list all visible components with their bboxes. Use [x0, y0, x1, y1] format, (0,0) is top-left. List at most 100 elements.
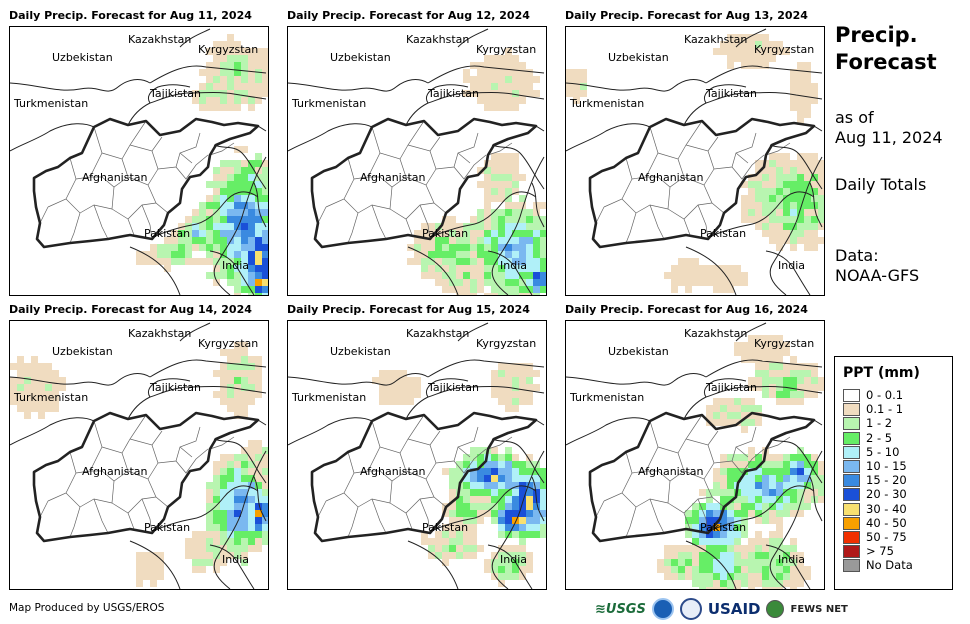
precip-cell [470, 475, 477, 482]
precip-cell [776, 510, 783, 517]
precip-cell [491, 370, 498, 377]
precip-cell [804, 454, 811, 461]
precip-cell [206, 531, 213, 538]
precip-cell [769, 181, 776, 188]
precip-cell [234, 167, 241, 174]
province-boundary [731, 448, 765, 474]
precip-cell [456, 279, 463, 286]
precip-cell [248, 160, 255, 167]
precip-cell [790, 209, 797, 216]
precip-cell [811, 384, 818, 391]
precip-cell [52, 398, 59, 405]
precip-cell [519, 517, 526, 524]
precip-cell [463, 496, 470, 503]
precip-cell [171, 251, 178, 258]
precip-cell [192, 230, 199, 237]
precip-cell [17, 363, 24, 370]
precip-cell [762, 496, 769, 503]
precip-cell [248, 510, 255, 517]
precip-cell [234, 181, 241, 188]
province-boundary [129, 430, 163, 446]
precip-cell [505, 391, 512, 398]
province-boundary [487, 142, 513, 156]
country-border [179, 28, 211, 48]
country-border [213, 156, 267, 295]
country-label-tajikistan: Tajikistan [428, 381, 479, 394]
precip-cell [463, 279, 470, 286]
precip-cell [470, 538, 477, 545]
precip-cell [797, 237, 804, 244]
precip-cell [442, 251, 449, 258]
precip-cell [512, 475, 519, 482]
precip-cell [790, 538, 797, 545]
precip-cell [248, 195, 255, 202]
precip-cell [248, 69, 255, 76]
precip-cell [797, 573, 804, 580]
precip-cell [400, 377, 407, 384]
precip-cell [498, 398, 505, 405]
country-label-uzbekistan: Uzbekistan [330, 345, 391, 358]
precip-cell [797, 97, 804, 104]
country-border [407, 540, 459, 589]
precip-cell [706, 272, 713, 279]
precip-cell [498, 62, 505, 69]
precip-cell [776, 342, 783, 349]
precip-cell [24, 391, 31, 398]
precip-cell [31, 370, 38, 377]
province-boundary [317, 206, 327, 224]
precip-cell [804, 482, 811, 489]
precip-cell [526, 237, 533, 244]
precip-cell [713, 405, 720, 412]
precip-cell [804, 181, 811, 188]
precip-cell [484, 251, 491, 258]
legend-label: 1 - 2 [866, 416, 893, 431]
precip-cell [783, 489, 790, 496]
precip-cell [463, 258, 470, 265]
precip-cell [220, 370, 227, 377]
precip-cell [505, 244, 512, 251]
precip-cell [741, 48, 748, 55]
precip-cell [790, 181, 797, 188]
precip-cell [512, 405, 519, 412]
precip-cell [512, 216, 519, 223]
country-label-kyrgyzstan: Kyrgyzstan [754, 43, 815, 56]
precip-cell [227, 405, 234, 412]
precip-cell [143, 552, 150, 559]
precip-cell [463, 454, 470, 461]
precip-cell [748, 587, 755, 589]
precip-cell [713, 587, 720, 589]
precip-cell [213, 265, 220, 272]
precip-cell [442, 559, 449, 566]
precip-grid [407, 48, 546, 295]
precip-cell [241, 510, 248, 517]
precip-cell [45, 377, 52, 384]
precip-cell [748, 209, 755, 216]
precip-cell [519, 566, 526, 573]
precip-cell [477, 496, 484, 503]
precip-cell [477, 209, 484, 216]
province-boundary [343, 492, 391, 508]
precip-cell [234, 496, 241, 503]
precip-cell [512, 510, 519, 517]
precip-cell [192, 209, 199, 216]
precip-cell [678, 552, 685, 559]
precip-cell [234, 489, 241, 496]
precip-cell [519, 237, 526, 244]
precip-cell [491, 279, 498, 286]
precip-cell [797, 62, 804, 69]
province-boundary [147, 184, 169, 214]
precip-cell [498, 377, 505, 384]
precip-cell [241, 503, 248, 510]
precip-cell [248, 503, 255, 510]
precip-cell [505, 188, 512, 195]
country-border [149, 65, 267, 84]
precip-cell [776, 552, 783, 559]
precip-cell [526, 69, 533, 76]
precip-cell [241, 174, 248, 181]
precip-cell [213, 510, 220, 517]
province-boundary [419, 204, 431, 240]
precip-cell [573, 76, 580, 83]
precip-cell [769, 573, 776, 580]
precip-cell [519, 90, 526, 97]
precip-cell [797, 468, 804, 475]
